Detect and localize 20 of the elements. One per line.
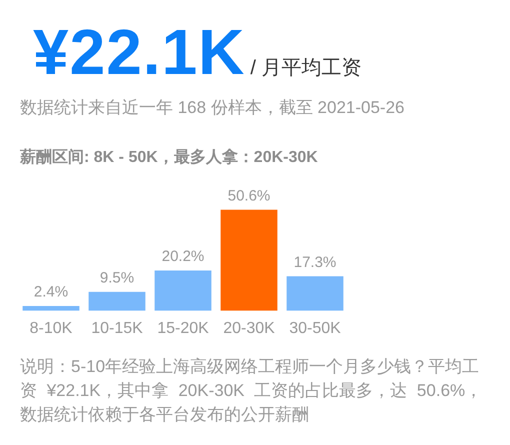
chart-subtitle: / 月平均工资 <box>250 56 362 80</box>
data-label: 17.3% <box>294 254 336 271</box>
data-label: 9.5% <box>100 269 134 286</box>
text: 薪酬区间: 8K - 50K，最多人拿：20K-30K <box>20 147 318 168</box>
x-tick-label: 10-15K <box>91 320 144 337</box>
chart-title: ¥22.1K <box>33 16 246 88</box>
bar <box>88 292 146 311</box>
x-tick-label: 15-20K <box>157 320 210 337</box>
data-label: 50.6% <box>228 187 270 204</box>
bar <box>154 270 212 311</box>
bar <box>220 210 278 311</box>
x-tick-label: 8-10K <box>30 320 73 337</box>
bar <box>22 306 80 311</box>
data-label: 2.4% <box>34 284 68 301</box>
x-tick-label: 20-30K <box>223 320 276 337</box>
data-label: 20.2% <box>162 248 204 266</box>
bar <box>286 276 344 311</box>
x-tick-label: 30-50K <box>289 320 342 337</box>
text: 数据统计来自近一年 168 份样本，截至 2021-05-26 <box>20 97 404 119</box>
text: 说明：5-10年经验上海高级网络工程师一个月多少钱？平均工资 ¥22.1K，其中拿 20K-30K 工资的占比最多，达 50.6%，数据统计依赖于各平台发布的公开薪酬 <box>20 356 484 426</box>
